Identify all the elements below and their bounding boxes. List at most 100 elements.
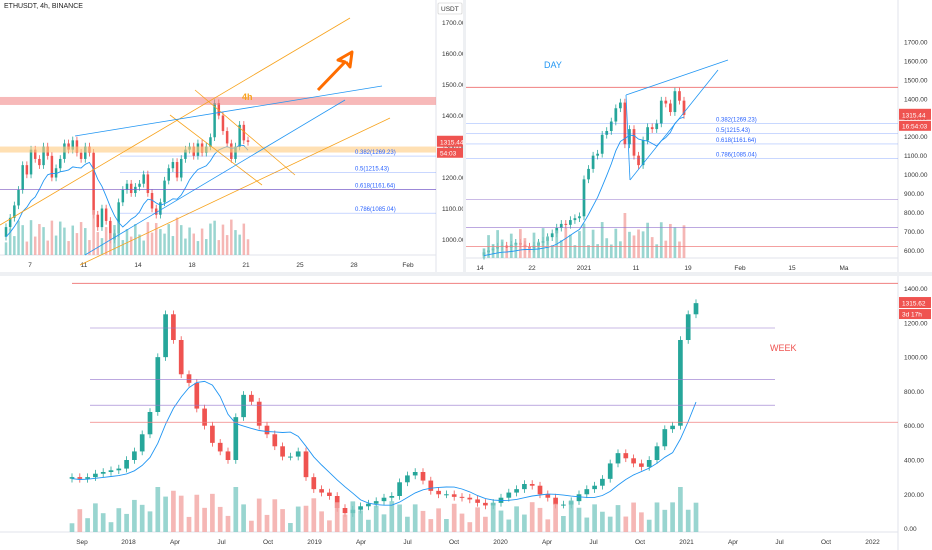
candle-body bbox=[483, 502, 488, 506]
volume-bar bbox=[155, 487, 161, 532]
volume-bar bbox=[147, 511, 153, 532]
time-tick-label: Sep bbox=[76, 539, 88, 546]
volume-bar bbox=[405, 516, 410, 532]
volume-bar bbox=[685, 509, 691, 532]
time-tick-label: 14 bbox=[134, 262, 142, 269]
candle-body bbox=[685, 314, 691, 340]
candle-body bbox=[71, 140, 75, 150]
price-tick-label: 1000.00 bbox=[904, 172, 928, 179]
volume-bar bbox=[303, 505, 309, 532]
volume-bar bbox=[568, 500, 574, 532]
time-tick-label: 28 bbox=[350, 262, 358, 269]
candle-body bbox=[21, 165, 24, 190]
candle-body bbox=[129, 183, 133, 194]
volume-bar bbox=[233, 487, 239, 532]
candle-body bbox=[451, 494, 457, 497]
candle-body bbox=[522, 484, 527, 490]
volume-bar bbox=[673, 227, 677, 258]
volume-bar bbox=[397, 504, 402, 532]
candle-body bbox=[569, 220, 572, 225]
volume-bar bbox=[4, 242, 8, 255]
candle-body bbox=[654, 446, 660, 460]
chart-4h-canvas[interactable]: 1000.00 1100.00 1200.00 1300.00 1400.00 1500.… bbox=[0, 0, 466, 272]
chart-day-canvas[interactable]: 600.00 700.00 800.00 900.00 1000.00 1100.00 12… bbox=[466, 0, 932, 272]
volume-bar bbox=[8, 228, 12, 255]
candle-body bbox=[186, 374, 192, 383]
candle-body bbox=[167, 168, 170, 181]
volume-bar bbox=[46, 240, 49, 255]
volume-bar bbox=[545, 519, 551, 532]
volume-bar bbox=[29, 220, 33, 255]
candle-body bbox=[178, 340, 184, 375]
volume-bar bbox=[420, 510, 426, 532]
volume-bar bbox=[188, 227, 191, 255]
chart-week-canvas[interactable]: 0.00 200.00 400.00 600.00 800.00 1000.00 1200.… bbox=[0, 276, 932, 550]
candle-body bbox=[459, 496, 465, 498]
volume-bar bbox=[500, 239, 504, 258]
volume-bar bbox=[573, 245, 577, 258]
panel-divider-horizontal[interactable] bbox=[0, 272, 932, 276]
candle-body bbox=[587, 168, 590, 180]
volume-bar bbox=[528, 247, 531, 258]
candle-body bbox=[573, 218, 577, 221]
candle-body bbox=[646, 460, 652, 467]
volume-bar bbox=[194, 494, 200, 532]
volume-bar bbox=[77, 509, 83, 532]
candle-body bbox=[150, 193, 154, 209]
volume-bar bbox=[670, 502, 675, 532]
symbol-title: ETHUSDT, 4h, BINANCE bbox=[4, 3, 83, 10]
trendline-left bbox=[625, 94, 631, 181]
candle-body bbox=[117, 202, 120, 234]
price-tick-label: 1200.00 bbox=[904, 134, 928, 141]
volume-bar bbox=[587, 245, 590, 258]
candle-body bbox=[38, 158, 41, 166]
volume-bar bbox=[428, 519, 434, 532]
volume-bar bbox=[529, 502, 535, 532]
currency-label: USDT bbox=[441, 6, 459, 13]
time-tick-label: Oct bbox=[449, 539, 459, 546]
countdown-tag bbox=[899, 309, 931, 320]
last-price-tag bbox=[899, 297, 931, 309]
volume-bar bbox=[138, 234, 141, 255]
candle-body bbox=[256, 401, 262, 426]
arrow-icon bbox=[316, 50, 354, 92]
candle-body bbox=[163, 180, 166, 203]
last-price-value: 1315.44 bbox=[902, 112, 926, 119]
volume-bar bbox=[311, 498, 317, 532]
chart-panel-week[interactable]: 0.00 200.00 400.00 600.00 800.00 1000.00 1200.… bbox=[0, 276, 932, 550]
panel-divider-vertical[interactable] bbox=[463, 0, 466, 272]
candle-body bbox=[578, 216, 581, 219]
volume-bar bbox=[532, 232, 536, 258]
volume-bar bbox=[637, 229, 640, 258]
chart-panel-day[interactable]: 600.00 700.00 800.00 900.00 1000.00 1100.00 12… bbox=[466, 0, 932, 272]
candle-body bbox=[614, 108, 618, 122]
candle-body bbox=[545, 494, 551, 498]
volume-bar bbox=[650, 237, 654, 258]
volume-bar bbox=[537, 241, 540, 258]
candle-body bbox=[592, 485, 597, 490]
volume-bar bbox=[607, 516, 613, 532]
volume-bar bbox=[192, 233, 196, 255]
volume-bar bbox=[230, 219, 233, 255]
channel-line-upper bbox=[0, 17, 351, 226]
candle-body bbox=[272, 434, 278, 447]
fib-level-label: 0.786(1085.04) bbox=[716, 152, 757, 158]
time-tick-label: Apr bbox=[542, 539, 553, 546]
volume-bar bbox=[327, 520, 332, 532]
candle-body bbox=[221, 115, 225, 132]
support-band bbox=[0, 146, 436, 153]
candle-body bbox=[8, 217, 12, 228]
time-tick-label: 14 bbox=[476, 265, 484, 272]
price-tick-label: 900.00 bbox=[904, 191, 924, 198]
candle-body bbox=[319, 489, 324, 493]
volume-bar bbox=[541, 228, 545, 258]
candle-body bbox=[596, 153, 599, 156]
volume-bar bbox=[678, 487, 683, 532]
volume-bar bbox=[444, 519, 449, 532]
volume-bar bbox=[125, 229, 129, 255]
candle-body bbox=[591, 155, 595, 169]
chart-panel-4h[interactable]: 1000.00 1100.00 1200.00 1300.00 1400.00 1500.… bbox=[0, 0, 466, 272]
time-tick-label: 22 bbox=[528, 265, 536, 272]
candle-body bbox=[420, 472, 426, 481]
volume-bar bbox=[615, 505, 621, 532]
